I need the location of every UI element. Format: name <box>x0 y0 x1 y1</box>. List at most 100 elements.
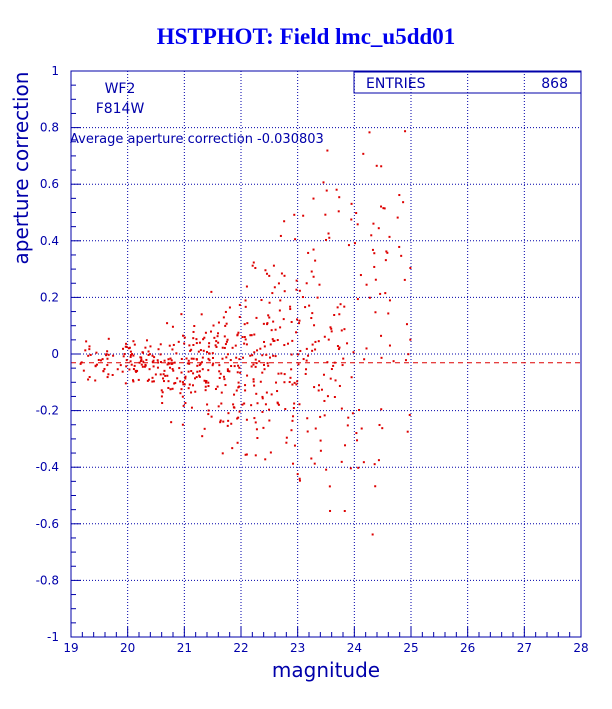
data-point <box>265 353 268 356</box>
data-point <box>283 290 286 293</box>
data-point <box>295 331 298 334</box>
data-point <box>297 363 300 366</box>
data-point <box>195 338 198 341</box>
data-point <box>325 189 328 192</box>
data-point <box>250 365 253 368</box>
data-point <box>233 393 236 396</box>
data-point <box>138 361 141 364</box>
data-point <box>190 370 193 373</box>
data-point <box>347 416 350 419</box>
x-tick-label: 26 <box>460 641 475 655</box>
data-point <box>328 485 331 488</box>
data-point <box>392 360 395 363</box>
data-point <box>396 216 399 219</box>
y-tick-label: -0.4 <box>36 460 59 474</box>
data-point <box>168 366 171 369</box>
data-point <box>372 222 375 225</box>
data-point <box>337 210 340 213</box>
data-point <box>106 357 109 360</box>
data-point <box>203 336 206 339</box>
data-point <box>226 369 229 372</box>
data-point <box>237 381 240 384</box>
x-tick-label: 23 <box>290 641 305 655</box>
data-point <box>251 354 254 357</box>
data-point <box>307 354 310 357</box>
data-point <box>204 389 207 392</box>
data-point <box>279 234 282 237</box>
data-point <box>181 381 184 384</box>
data-point <box>218 370 221 373</box>
data-point <box>337 348 340 351</box>
data-point <box>255 362 258 365</box>
data-point <box>388 299 391 302</box>
data-point <box>271 338 274 341</box>
data-point <box>277 372 280 375</box>
data-point <box>384 259 387 262</box>
data-point <box>299 349 302 352</box>
data-point <box>293 213 296 216</box>
data-point <box>338 313 341 316</box>
data-point <box>203 427 206 430</box>
average-correction-annotation: Average aperture correction -0.030803 <box>70 132 324 147</box>
data-point <box>224 343 227 346</box>
data-point <box>236 371 239 374</box>
data-point <box>217 321 220 324</box>
data-point <box>329 326 332 329</box>
data-point <box>192 337 195 340</box>
data-point <box>151 376 154 379</box>
data-point <box>182 404 185 407</box>
data-point <box>147 350 150 353</box>
data-point <box>246 322 249 325</box>
data-point <box>323 399 326 402</box>
data-point <box>285 441 288 444</box>
data-point <box>255 316 258 319</box>
data-point <box>312 275 315 278</box>
data-point <box>203 379 206 382</box>
data-point <box>310 270 313 273</box>
data-point <box>318 283 321 286</box>
data-point <box>87 378 90 381</box>
data-point <box>333 314 336 317</box>
data-point <box>211 364 214 367</box>
data-point <box>219 372 222 375</box>
data-point <box>168 344 171 347</box>
data-point <box>265 272 268 275</box>
data-point <box>264 269 267 272</box>
data-point <box>377 227 380 230</box>
data-point <box>183 336 186 339</box>
data-point <box>214 344 217 347</box>
data-point <box>130 363 133 366</box>
data-point <box>268 408 271 411</box>
data-point <box>291 339 294 342</box>
data-point <box>289 305 292 308</box>
data-point <box>258 360 261 363</box>
y-tick-label: -0.8 <box>36 573 59 587</box>
data-point <box>373 252 376 255</box>
x-tick-label: 21 <box>177 641 192 655</box>
data-point <box>382 207 385 210</box>
data-point <box>84 349 87 352</box>
data-point <box>238 303 241 306</box>
data-point <box>216 335 219 338</box>
data-point <box>215 345 218 348</box>
data-point <box>244 384 247 387</box>
data-point <box>237 364 240 367</box>
data-point <box>107 353 110 356</box>
data-point <box>380 205 383 208</box>
y-tick-label: 0.6 <box>40 177 59 191</box>
data-point <box>330 368 333 371</box>
data-point <box>403 278 406 281</box>
data-point <box>243 402 246 405</box>
data-point <box>197 350 200 353</box>
data-point <box>147 378 150 381</box>
data-point <box>224 384 227 387</box>
data-point <box>402 201 405 204</box>
data-point <box>304 372 307 375</box>
data-point <box>308 304 311 307</box>
data-point <box>156 366 159 369</box>
data-point <box>228 306 231 309</box>
data-point <box>318 384 321 387</box>
data-point <box>252 363 255 366</box>
data-point <box>196 370 199 373</box>
